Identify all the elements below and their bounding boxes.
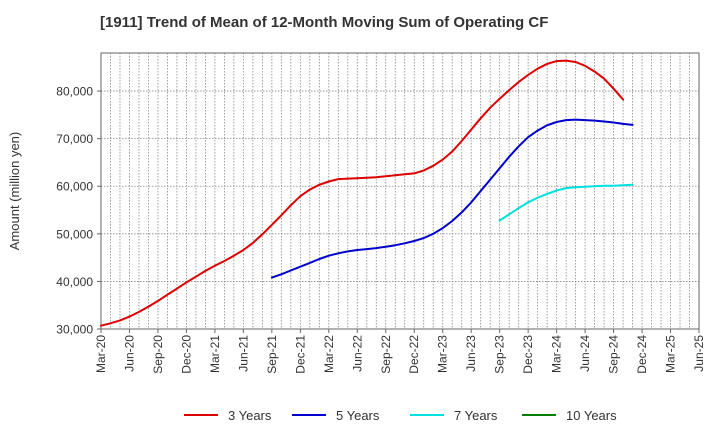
y-tick-label: 70,000 <box>56 132 93 146</box>
plot-border <box>100 52 700 330</box>
x-tick-label: Mar-24 <box>550 335 564 373</box>
legend-label-7-years: 7 Years <box>454 407 498 423</box>
x-tick-label: Jun-20 <box>122 335 136 372</box>
x-tick-label: Jun-24 <box>578 335 592 372</box>
legend-swatch-3-years <box>184 414 218 416</box>
x-tick-label: Dec-22 <box>407 335 421 374</box>
legend-swatch-10-years <box>522 414 556 416</box>
legend-label-10-years: 10 Years <box>566 407 617 423</box>
x-tick-label: Mar-23 <box>436 335 450 373</box>
legend-item-3-years: 3 Years <box>184 404 271 426</box>
x-tick-label: Mar-21 <box>208 335 222 373</box>
legend-label-5-years: 5 Years <box>336 407 380 423</box>
legend-item-10-years: 10 Years <box>522 404 617 426</box>
plot-area <box>101 53 699 329</box>
x-tick-label: Jun-21 <box>236 335 250 372</box>
x-tick-label: Jun-22 <box>350 335 364 372</box>
x-tick-label: Mar-20 <box>94 335 108 373</box>
x-tick-label: Jun-25 <box>692 335 706 372</box>
y-tick-label: 40,000 <box>56 275 93 289</box>
y-tick-label: 60,000 <box>56 180 93 194</box>
x-tick-label: Sep-22 <box>379 335 393 374</box>
series-line-5-years <box>270 118 634 279</box>
x-tick-label: Dec-23 <box>521 335 535 374</box>
chart-title: [1911] Trend of Mean of 12-Month Moving … <box>100 14 549 31</box>
legend-swatch-7-years <box>410 414 444 416</box>
x-tick-label: Sep-23 <box>493 335 507 374</box>
x-tick-label: Dec-24 <box>635 335 649 374</box>
legend: 3 Years 5 Years 7 Years 10 Years <box>0 404 720 426</box>
series-line-3-years <box>100 59 625 327</box>
x-tick-label: Mar-22 <box>322 335 336 373</box>
x-tick-label: Dec-21 <box>293 335 307 374</box>
x-tick-label: Jun-23 <box>464 335 478 372</box>
x-tick-label: Sep-24 <box>607 335 621 374</box>
y-tick-label: 80,000 <box>56 85 93 99</box>
x-tick-label: Mar-25 <box>664 335 678 373</box>
legend-item-5-years: 5 Years <box>292 404 379 426</box>
x-tick-label: Sep-21 <box>265 335 279 374</box>
x-tick-label: Sep-20 <box>151 335 165 374</box>
legend-swatch-5-years <box>292 414 326 416</box>
y-axis-label: Amount (million yen) <box>7 132 22 251</box>
series-line-7-years <box>498 183 634 222</box>
legend-label-3-years: 3 Years <box>228 407 272 423</box>
legend-item-7-years: 7 Years <box>410 404 497 426</box>
y-tick-label: 30,000 <box>56 323 93 337</box>
x-tick-label: Dec-20 <box>179 335 193 374</box>
y-tick-label: 50,000 <box>56 227 93 241</box>
